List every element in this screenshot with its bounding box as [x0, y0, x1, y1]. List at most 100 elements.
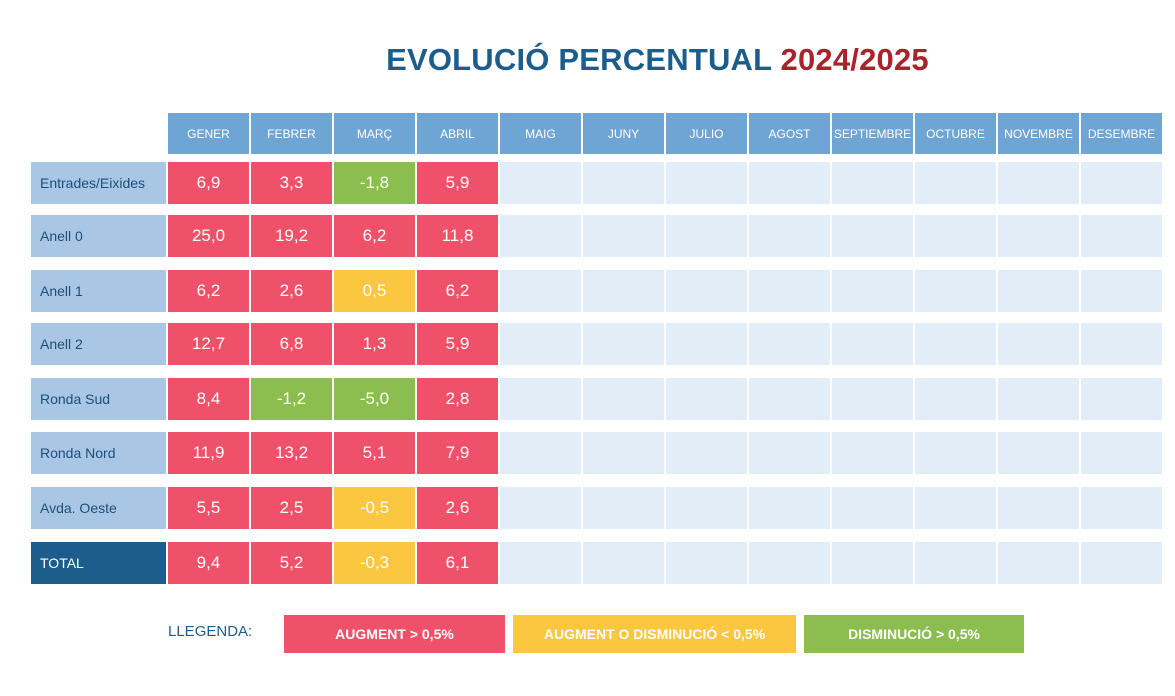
empty-cell — [1081, 270, 1162, 312]
row-label: Ronda Sud — [31, 378, 166, 420]
empty-cell — [832, 270, 913, 312]
legend-disminucio: DISMINUCIÓ > 0,5% — [804, 615, 1024, 653]
empty-cell — [583, 542, 664, 584]
value-cell: 12,7 — [168, 323, 249, 365]
empty-cell — [666, 323, 747, 365]
empty-cell — [666, 542, 747, 584]
empty-cell — [500, 378, 581, 420]
value-cell: 11,9 — [168, 432, 249, 474]
value-cell: 0,5 — [334, 270, 415, 312]
column-header: GENER — [168, 113, 249, 154]
value-cell: 11,8 — [417, 215, 498, 257]
value-cell: 3,3 — [251, 162, 332, 204]
empty-cell — [666, 215, 747, 257]
empty-cell — [500, 270, 581, 312]
empty-cell — [583, 487, 664, 529]
column-header: MARÇ — [334, 113, 415, 154]
row-label: Entrades/Eixides — [31, 162, 166, 204]
column-header: NOVEMBRE — [998, 113, 1079, 154]
column-header: SEPTIEMBRE — [832, 113, 913, 154]
value-cell: -0,5 — [334, 487, 415, 529]
empty-cell — [998, 487, 1079, 529]
empty-cell — [749, 270, 830, 312]
empty-cell — [832, 432, 913, 474]
empty-cell — [832, 323, 913, 365]
empty-cell — [915, 162, 996, 204]
empty-cell — [500, 162, 581, 204]
empty-cell — [998, 542, 1079, 584]
empty-cell — [666, 487, 747, 529]
title-main: EVOLUCIÓ PERCENTUAL — [386, 42, 772, 77]
chart-title: EVOLUCIÓ PERCENTUAL 2024/2025 — [0, 42, 1175, 78]
value-cell: 6,2 — [417, 270, 498, 312]
empty-cell — [500, 215, 581, 257]
empty-cell — [832, 542, 913, 584]
empty-cell — [500, 432, 581, 474]
empty-cell — [915, 323, 996, 365]
empty-cell — [583, 270, 664, 312]
empty-cell — [832, 487, 913, 529]
column-header: DESEMBRE — [1081, 113, 1162, 154]
value-cell: -5,0 — [334, 378, 415, 420]
empty-cell — [583, 215, 664, 257]
empty-cell — [915, 542, 996, 584]
empty-cell — [500, 542, 581, 584]
value-cell: 6,2 — [168, 270, 249, 312]
empty-cell — [832, 215, 913, 257]
column-header: JULIO — [666, 113, 747, 154]
value-cell: 8,4 — [168, 378, 249, 420]
empty-cell — [500, 323, 581, 365]
row-label: Anell 0 — [31, 215, 166, 257]
column-header: ABRIL — [417, 113, 498, 154]
legend-label: LLEGENDA: — [168, 623, 253, 640]
empty-cell — [749, 542, 830, 584]
title-year: 2024/2025 — [780, 42, 929, 77]
row-label: Ronda Nord — [31, 432, 166, 474]
legend-near-zero: AUGMENT O DISMINUCIÓ < 0,5% — [513, 615, 796, 653]
empty-cell — [998, 432, 1079, 474]
value-cell: 1,3 — [334, 323, 415, 365]
empty-cell — [1081, 215, 1162, 257]
empty-cell — [1081, 378, 1162, 420]
value-cell: 2,6 — [251, 270, 332, 312]
empty-cell — [998, 323, 1079, 365]
value-cell: 5,2 — [251, 542, 332, 584]
value-cell: 5,9 — [417, 323, 498, 365]
empty-cell — [998, 162, 1079, 204]
empty-cell — [583, 378, 664, 420]
empty-cell — [666, 270, 747, 312]
value-cell: -1,2 — [251, 378, 332, 420]
value-cell: 13,2 — [251, 432, 332, 474]
empty-cell — [749, 487, 830, 529]
row-label: Anell 2 — [31, 323, 166, 365]
value-cell: 2,5 — [251, 487, 332, 529]
empty-cell — [500, 487, 581, 529]
empty-cell — [749, 215, 830, 257]
value-cell: 2,8 — [417, 378, 498, 420]
empty-cell — [749, 162, 830, 204]
empty-cell — [749, 323, 830, 365]
empty-cell — [1081, 487, 1162, 529]
empty-cell — [915, 378, 996, 420]
empty-cell — [915, 215, 996, 257]
value-cell: 25,0 — [168, 215, 249, 257]
value-cell: 5,5 — [168, 487, 249, 529]
value-cell: 6,1 — [417, 542, 498, 584]
empty-cell — [583, 323, 664, 365]
empty-cell — [749, 378, 830, 420]
value-cell: 2,6 — [417, 487, 498, 529]
empty-cell — [915, 270, 996, 312]
empty-cell — [666, 162, 747, 204]
column-header: AGOST — [749, 113, 830, 154]
value-cell: -0,3 — [334, 542, 415, 584]
empty-cell — [915, 432, 996, 474]
legend-augment: AUGMENT > 0,5% — [284, 615, 505, 653]
value-cell: 7,9 — [417, 432, 498, 474]
empty-cell — [998, 215, 1079, 257]
empty-cell — [666, 432, 747, 474]
empty-cell — [1081, 162, 1162, 204]
value-cell: 6,2 — [334, 215, 415, 257]
empty-cell — [1081, 323, 1162, 365]
column-header: OCTUBRE — [915, 113, 996, 154]
